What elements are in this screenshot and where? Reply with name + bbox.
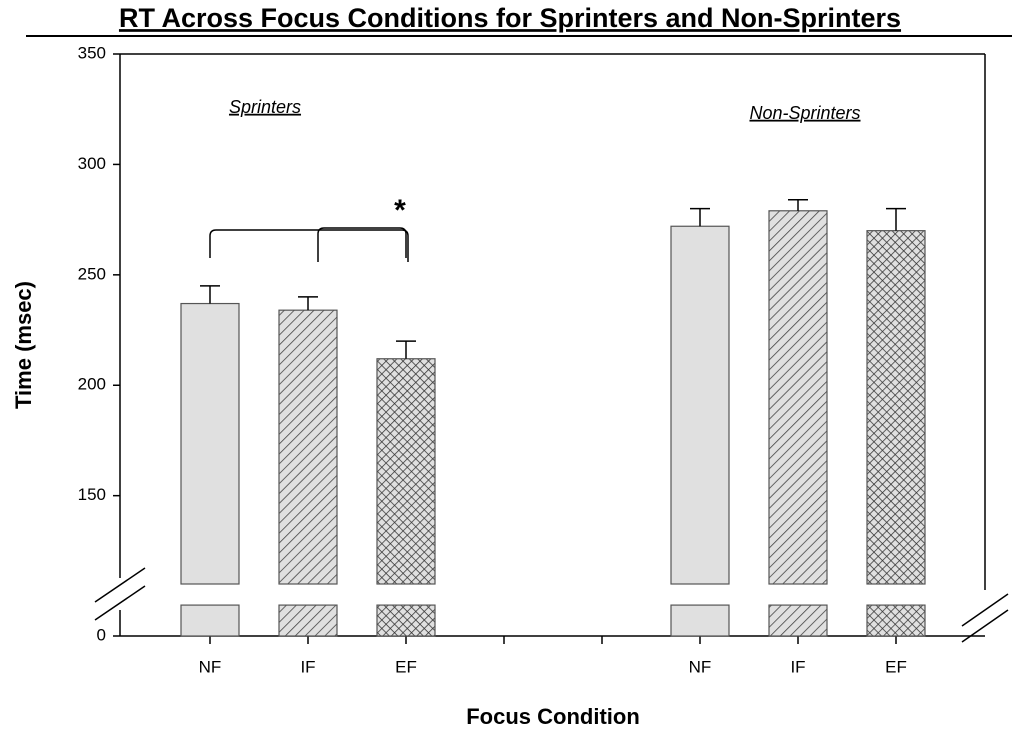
significance-brackets — [209, 227, 409, 262]
bar — [278, 604, 338, 637]
bar — [768, 210, 828, 585]
significance-marker: * — [394, 194, 406, 227]
bar — [670, 604, 730, 637]
y-tick-label: 300 — [78, 154, 106, 173]
x-tick-label: NF — [199, 657, 222, 676]
y-tick-label: 200 — [78, 375, 106, 394]
y-tick-label: 250 — [78, 264, 106, 283]
bar — [866, 604, 926, 637]
x-tick-label: IF — [790, 657, 805, 676]
bar — [768, 604, 828, 637]
bar — [278, 309, 338, 585]
chart-title: RT Across Focus Conditions for Sprinters… — [119, 3, 901, 33]
axes — [94, 53, 1009, 643]
y-tick-label: 350 — [78, 43, 106, 62]
y-axis-label: Time (msec) — [11, 281, 36, 409]
x-tick-label: IF — [300, 657, 315, 676]
bar — [376, 358, 436, 585]
bar — [180, 604, 240, 637]
y-tick-label: 0 — [97, 625, 106, 644]
x-tick-label: NF — [689, 657, 712, 676]
x-tick-label: EF — [885, 657, 907, 676]
group-label: Non-Sprinters — [749, 103, 860, 123]
bar — [376, 604, 436, 637]
x-axis-label: Focus Condition — [466, 704, 640, 729]
y-tick-label: 150 — [78, 485, 106, 504]
bar — [180, 302, 240, 585]
x-tick-label: EF — [395, 657, 417, 676]
group-label: Sprinters — [229, 97, 301, 117]
bar — [670, 225, 730, 585]
bar — [866, 230, 926, 585]
